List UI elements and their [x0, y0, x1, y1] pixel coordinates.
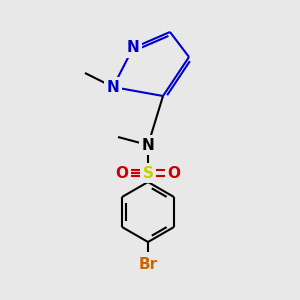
Text: O: O [167, 166, 181, 181]
Text: S: S [142, 166, 154, 181]
Text: O: O [116, 166, 128, 181]
Text: N: N [142, 137, 154, 152]
Text: N: N [106, 80, 119, 94]
Text: Br: Br [138, 257, 158, 272]
Text: N: N [127, 40, 140, 56]
